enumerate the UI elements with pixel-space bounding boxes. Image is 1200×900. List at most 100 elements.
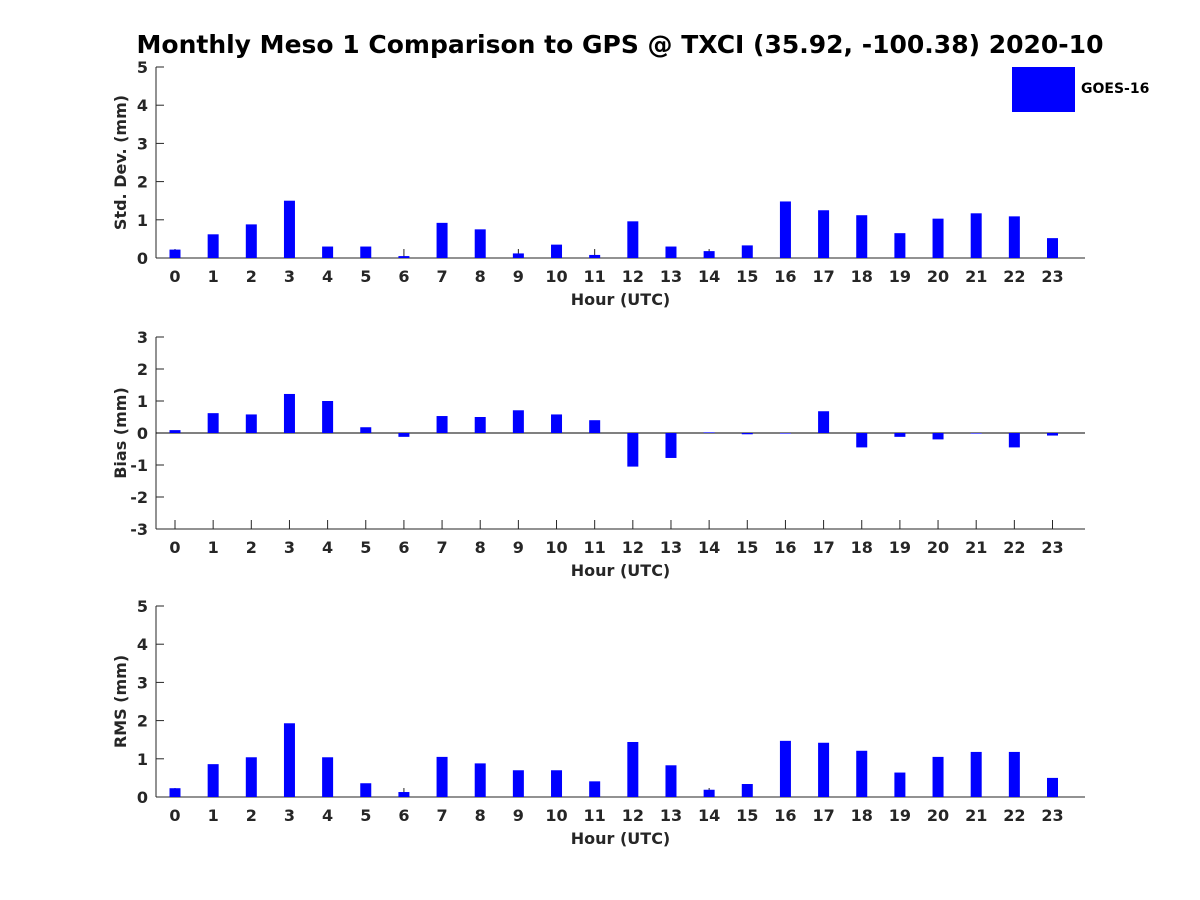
x-tick-label: 1 (208, 538, 219, 557)
x-tick-label: 12 (622, 538, 644, 557)
bar (169, 430, 181, 433)
bar (398, 256, 410, 258)
bar (665, 765, 677, 797)
bar (894, 433, 906, 437)
bar (1008, 216, 1020, 258)
x-tick-label: 8 (475, 806, 486, 825)
bar (474, 417, 486, 433)
y-tick-label: 2 (137, 360, 148, 379)
bar (512, 770, 524, 797)
x-tick-label: 11 (584, 806, 606, 825)
bar (512, 253, 524, 258)
bar (551, 770, 563, 797)
x-tick-label: 10 (545, 538, 567, 557)
bar (512, 410, 524, 433)
bar (1008, 751, 1020, 797)
x-tick-label: 20 (927, 538, 949, 557)
x-tick-label: 14 (698, 267, 720, 286)
x-tick-label: 0 (169, 538, 180, 557)
x-tick-label: 9 (513, 806, 524, 825)
x-tick-label: 5 (360, 806, 371, 825)
x-tick-label: 17 (812, 806, 834, 825)
x-tick-label: 2 (246, 267, 257, 286)
x-tick-label: 22 (1003, 538, 1025, 557)
y-tick-label: 2 (137, 173, 148, 192)
x-tick-label: 6 (398, 806, 409, 825)
bar (398, 792, 410, 797)
x-tick-label: 21 (965, 267, 987, 286)
x-tick-label: 16 (774, 267, 796, 286)
bar (856, 750, 868, 797)
bar (474, 229, 486, 258)
bar (169, 249, 181, 258)
bar (245, 224, 257, 258)
x-tick-label: 22 (1003, 267, 1025, 286)
bar (741, 784, 753, 797)
x-tick-label: 15 (736, 267, 758, 286)
y-tick-label: 4 (137, 96, 148, 115)
x-tick-label: 14 (698, 538, 720, 557)
bar (741, 433, 753, 435)
bar (436, 416, 448, 433)
x-tick-label: 12 (622, 806, 644, 825)
bar (970, 751, 982, 797)
bar (856, 433, 868, 448)
y-tick-label: 3 (137, 328, 148, 347)
bar (703, 789, 715, 797)
bar (627, 433, 639, 467)
bar (970, 433, 982, 434)
x-tick-label: 15 (736, 538, 758, 557)
x-tick-label: 21 (965, 806, 987, 825)
y-tick-label: -1 (130, 456, 148, 475)
x-axis-label: Hour (UTC) (571, 829, 671, 848)
x-tick-label: 6 (398, 267, 409, 286)
bar (398, 433, 410, 437)
x-tick-label: 18 (851, 267, 873, 286)
bar (551, 244, 563, 258)
x-tick-label: 18 (851, 538, 873, 557)
x-tick-label: 13 (660, 267, 682, 286)
x-tick-label: 17 (812, 267, 834, 286)
bar (474, 763, 486, 797)
y-tick-label: 0 (137, 424, 148, 443)
x-tick-label: 3 (284, 267, 295, 286)
x-tick-label: 7 (436, 806, 447, 825)
bar (894, 772, 906, 797)
y-tick-label: -2 (130, 488, 148, 507)
bar (589, 254, 601, 258)
bar (207, 413, 219, 433)
bar (703, 432, 715, 433)
x-tick-label: 23 (1041, 806, 1063, 825)
bar (932, 433, 944, 440)
bar (322, 401, 334, 433)
x-axis-label: Hour (UTC) (571, 290, 671, 309)
bar (169, 788, 181, 797)
bar (360, 427, 372, 433)
x-tick-label: 10 (545, 806, 567, 825)
bar (360, 783, 372, 797)
y-axis-label: RMS (mm) (111, 655, 130, 748)
bar (245, 414, 257, 433)
x-tick-label: 18 (851, 806, 873, 825)
x-tick-label: 14 (698, 806, 720, 825)
x-tick-label: 20 (927, 806, 949, 825)
y-axis-label: Bias (mm) (111, 387, 130, 479)
bar (283, 393, 295, 433)
x-tick-label: 17 (812, 538, 834, 557)
x-tick-label: 12 (622, 267, 644, 286)
x-tick-label: 23 (1041, 267, 1063, 286)
x-tick-label: 8 (475, 538, 486, 557)
x-tick-label: 0 (169, 267, 180, 286)
x-tick-label: 13 (660, 806, 682, 825)
legend-swatch-goes-16 (1012, 67, 1075, 112)
x-tick-label: 1 (208, 267, 219, 286)
bar (665, 246, 677, 258)
bar (245, 757, 257, 797)
x-tick-label: 6 (398, 538, 409, 557)
bar (322, 246, 334, 258)
x-tick-label: 11 (584, 267, 606, 286)
y-tick-label: 3 (137, 673, 148, 692)
bar (818, 742, 830, 797)
